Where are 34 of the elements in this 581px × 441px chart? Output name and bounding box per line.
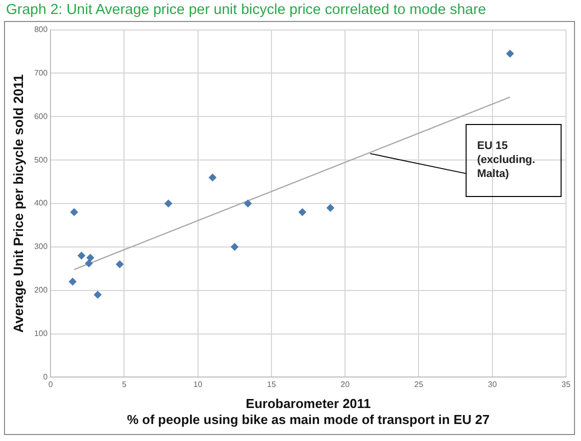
point	[506, 50, 514, 58]
y-tick-label: 100	[34, 328, 48, 338]
y-tick-label: 300	[34, 242, 48, 252]
y-tick-label: 600	[34, 112, 48, 121]
point	[230, 242, 239, 251]
x-tick-label: 20	[340, 380, 350, 390]
point	[164, 200, 172, 208]
point	[298, 208, 306, 216]
y-tick-label: 700	[34, 68, 48, 78]
x-tick-label: 25	[414, 380, 424, 390]
y-tick-label: 200	[34, 286, 48, 295]
point	[208, 173, 217, 182]
x-tick-label: 5	[122, 380, 127, 390]
point	[94, 290, 102, 299]
point	[84, 259, 93, 268]
y-tick-label: 400	[34, 198, 48, 208]
point	[86, 254, 94, 262]
y-tick-label: 800	[34, 25, 48, 34]
y-tick-label: 0	[43, 372, 48, 382]
point	[326, 204, 334, 212]
point	[116, 260, 124, 268]
x-tick-label: 10	[193, 380, 203, 390]
x-tick-label: 15	[267, 380, 276, 390]
point	[244, 200, 252, 208]
point	[70, 208, 78, 216]
annotation: EU 15 (excluding. Malta)	[477, 140, 536, 180]
x-axis-title: Eurobarometer 2011 % of people using bike as main mode of transport in EU 27	[126, 396, 490, 427]
y-axis-title: Average Unit Price per bicycle sold 2011	[10, 74, 26, 333]
chart-title: Graph 2: Unit Average price per unit bicycle price correlated to mode share	[6, 2, 486, 18]
y-tick-label: 500	[34, 155, 48, 164]
x-tick-label: 35	[562, 380, 571, 390]
x-tick-label: 30	[488, 380, 498, 390]
point	[77, 252, 86, 260]
point	[68, 278, 77, 286]
